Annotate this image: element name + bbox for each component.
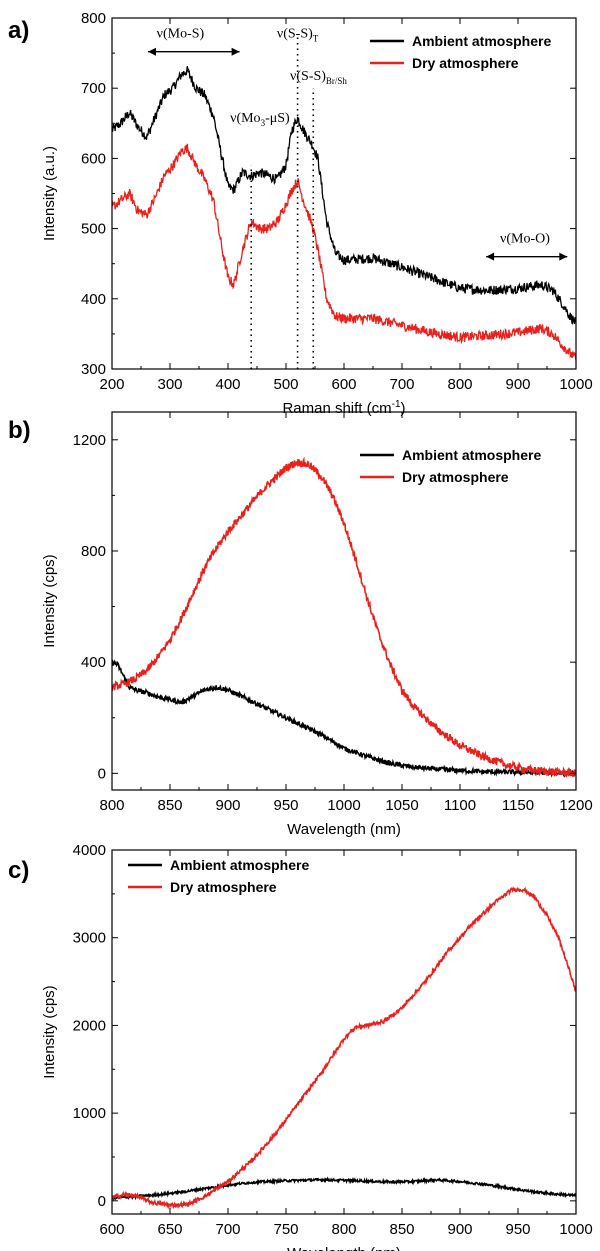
annotation: ν(Mo3-μS) — [230, 111, 290, 128]
x-axis-title-main: Wavelength (nm) — [287, 821, 401, 838]
x-tick-label: 500 — [273, 376, 298, 393]
y-tick-label: 4000 — [73, 842, 106, 859]
y-tick-label: 600 — [81, 150, 106, 167]
series-line-ambient — [112, 66, 576, 325]
x-tick-label: 800 — [99, 797, 124, 814]
x-axis-title: Raman shift (cm-1) — [282, 399, 405, 417]
panel-a: a)200 300 400 500 600 700 800 900 10003004005006… — [8, 10, 593, 417]
annotation-sub: Br/Sh — [326, 76, 348, 86]
x-tick-label: 1000 — [559, 1221, 592, 1238]
x-axis-title-main: Wavelength (nm) — [287, 1245, 401, 1251]
x-tick-label: 1000 — [559, 376, 592, 393]
legend-label: Dry atmosphere — [402, 469, 509, 485]
x-tick-label: 650 — [157, 1221, 182, 1238]
legend-label: Ambient atmosphere — [412, 33, 551, 49]
x-axis-title-main: Raman shift (cm — [282, 400, 391, 417]
y-tick-label: 3000 — [73, 930, 106, 947]
x-tick-label: 1200 — [559, 797, 592, 814]
legend-label: Ambient atmosphere — [170, 857, 309, 873]
annotation-sub: T — [313, 34, 319, 44]
annotation-text: ν(Mo-O) — [500, 232, 550, 247]
legend-label: Dry atmosphere — [170, 879, 277, 895]
x-tick-label: 900 — [447, 1221, 472, 1238]
panel-label: a) — [8, 17, 29, 44]
y-tick-label: 0 — [98, 1193, 106, 1210]
panel-label: c) — [8, 857, 29, 884]
y-tick-label: 2000 — [73, 1017, 106, 1034]
y-axis-title: Intensity (a.u.) — [41, 146, 58, 241]
x-tick-label: 1050 — [385, 797, 418, 814]
x-axis-title-end: ) — [401, 400, 406, 417]
series-line-dry — [112, 456, 576, 778]
series-line-ambient — [112, 1176, 576, 1201]
x-axis-title: Wavelength (nm) — [287, 821, 401, 838]
annotation: ν(Mo-S) — [157, 27, 205, 42]
x-tick-label: 950 — [273, 797, 298, 814]
annotation: ν(S-S)T — [277, 27, 319, 44]
y-tick-label: 500 — [81, 221, 106, 238]
x-tick-label: 700 — [215, 1221, 240, 1238]
x-tick-label: 800 — [331, 1221, 356, 1238]
x-tick-label: 850 — [389, 1221, 414, 1238]
legend-label: Dry atmosphere — [412, 55, 519, 71]
arrow-head-right — [559, 252, 568, 261]
x-tick-label: 950 — [505, 1221, 530, 1238]
x-tick-label: 300 — [157, 376, 182, 393]
y-tick-label: 1000 — [73, 1105, 106, 1122]
x-tick-label: 750 — [273, 1221, 298, 1238]
y-tick-label: 800 — [81, 10, 106, 27]
x-tick-label: 1100 — [444, 797, 476, 814]
y-tick-label: 1200 — [73, 432, 106, 449]
arrow-head-left — [147, 47, 156, 56]
x-axis-title-sup: -1 — [392, 399, 401, 410]
x-axis-title: Wavelength (nm) — [287, 1245, 401, 1251]
x-tick-label: 850 — [157, 797, 182, 814]
x-tick-label: 600 — [99, 1221, 124, 1238]
annotation-text: ν(Mo-S) — [157, 27, 205, 42]
y-tick-label: 800 — [81, 543, 106, 560]
y-tick-label: 300 — [81, 361, 106, 378]
plot-frame — [111, 849, 577, 1215]
arrow-head-left — [486, 252, 495, 261]
y-axis-title: Intensity (cps) — [41, 985, 58, 1078]
x-tick-label: 900 — [505, 376, 530, 393]
annotation: ν(S-S)Br/Sh — [290, 69, 347, 86]
annotation: ν(Mo-O) — [500, 232, 550, 247]
annotation-text: ν(Mo — [230, 111, 260, 126]
annotation-sub: 3 — [261, 118, 266, 128]
legend-label: Ambient atmosphere — [402, 447, 541, 463]
x-tick-label: 900 — [215, 797, 240, 814]
annotation-text: ν(S-S) — [277, 27, 313, 42]
y-tick-label: 400 — [81, 291, 106, 308]
arrow-head-right — [231, 47, 240, 56]
panel-b: b) 800 850 900 950 1000 1050 1100 1150 1200 0 400 80… — [8, 411, 593, 838]
x-tick-label: 600 — [331, 376, 356, 393]
y-tick-label: 400 — [81, 654, 106, 671]
x-tick-label: 800 — [447, 376, 472, 393]
series-line-ambient — [112, 659, 576, 778]
y-axis-title: Intensity (cps) — [41, 554, 58, 647]
panel-c: c) 600 650 700 750 800 850 900 950 1000 0 1000 2000 3… — [8, 842, 593, 1251]
series-line-dry — [112, 143, 576, 361]
annotation-rest: -μS) — [265, 111, 290, 126]
x-tick-label: 200 — [99, 376, 124, 393]
y-tick-label: 0 — [98, 765, 106, 782]
x-tick-label: 1000 — [327, 797, 360, 814]
series-line-dry — [112, 885, 576, 1210]
panel-label: b) — [8, 417, 31, 444]
y-tick-label: 700 — [81, 80, 106, 97]
x-tick-label: 1150 — [502, 797, 534, 814]
x-tick-label: 400 — [215, 376, 240, 393]
x-tick-label: 700 — [389, 376, 414, 393]
annotation-text: ν(S-S) — [290, 69, 326, 84]
